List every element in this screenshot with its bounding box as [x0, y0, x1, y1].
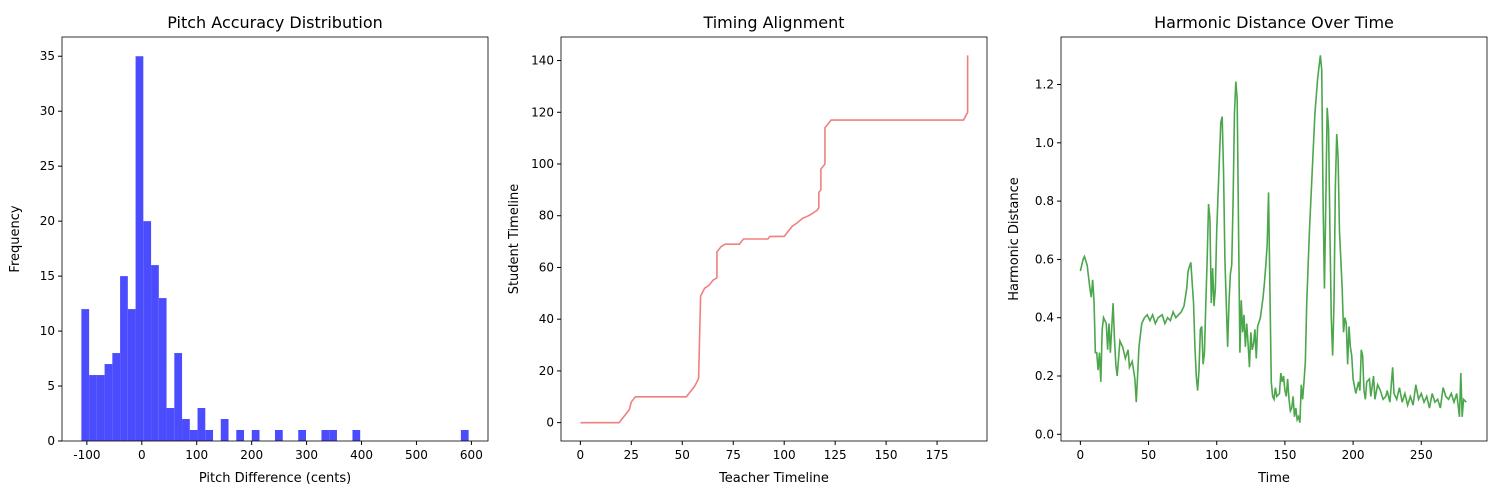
bar [205, 430, 214, 441]
bar [151, 265, 159, 441]
x-axis-label: Teacher Timeline [718, 471, 829, 486]
x-tick-label: 0 [577, 448, 585, 462]
axes-frame [1060, 36, 1488, 442]
y-tick-label: 100 [531, 157, 554, 171]
y-axis-label: Frequency [8, 205, 23, 272]
x-tick-label: 200 [240, 448, 263, 462]
y-tick-label: 25 [40, 159, 55, 173]
x-tick-label: -100 [73, 448, 100, 462]
bar [182, 419, 190, 441]
y-tick-label: 120 [531, 105, 554, 119]
y-tick-label: 80 [539, 209, 554, 223]
x-tick-label: 150 [1273, 448, 1296, 462]
y-tick-label: 0.0 [1035, 427, 1054, 441]
x-tick-label: 0 [1077, 448, 1085, 462]
bar [174, 353, 183, 441]
bar [220, 419, 229, 441]
bar [251, 430, 260, 441]
y-tick-label: 40 [539, 312, 554, 326]
y-tick-label: 10 [40, 324, 55, 338]
y-tick-label: 35 [40, 49, 55, 63]
bar [298, 430, 306, 441]
chart-title: Harmonic Distance Over Time [1154, 13, 1394, 32]
bar [158, 298, 167, 441]
y-tick-label: 15 [40, 269, 55, 283]
bar [96, 375, 105, 441]
bar [143, 221, 152, 441]
x-tick-label: 175 [926, 448, 949, 462]
bar [352, 430, 361, 441]
bar [236, 430, 245, 441]
line [580, 55, 969, 424]
axes-frame [61, 36, 489, 442]
chart-title: Pitch Accuracy Distribution [167, 13, 383, 32]
x-tick-label: 100 [773, 448, 796, 462]
y-tick-label: 20 [40, 214, 55, 228]
x-tick-label: 75 [726, 448, 741, 462]
x-tick-label: 500 [405, 448, 428, 462]
y-tick-label: 0.4 [1035, 311, 1054, 325]
y-tick-label: 1.2 [1035, 78, 1054, 92]
bar [275, 430, 283, 441]
bar [127, 309, 136, 441]
y-axis-label: Student Timeline [507, 184, 522, 295]
y-tick-label: 0.6 [1035, 252, 1054, 266]
y-tick-label: 0.2 [1035, 369, 1054, 383]
y-tick-label: 5 [47, 379, 55, 393]
x-tick-label: 250 [1410, 448, 1433, 462]
bar [135, 56, 144, 441]
bar [189, 430, 198, 441]
bar [104, 364, 113, 441]
x-tick-label: 125 [824, 448, 847, 462]
x-tick-label: 400 [350, 448, 373, 462]
x-axis-label: Time [1257, 471, 1290, 486]
chart-title: Timing Alignment [702, 13, 844, 32]
x-tick-label: 50 [1141, 448, 1156, 462]
x-tick-label: 50 [675, 448, 690, 462]
bar [166, 408, 175, 441]
x-tick-label: 150 [875, 448, 898, 462]
x-axis-label: Pitch Difference (cents) [199, 471, 351, 486]
x-tick-label: 100 [185, 448, 208, 462]
bar [329, 430, 337, 441]
x-tick-label: 300 [295, 448, 318, 462]
bar [112, 353, 121, 441]
y-tick-label: 60 [539, 260, 554, 274]
y-tick-label: 20 [539, 364, 554, 378]
line [1079, 55, 1467, 423]
axes-frame [560, 36, 988, 442]
bar [197, 408, 206, 441]
bar [81, 309, 90, 441]
y-axis-label: Harmonic Distance [1007, 177, 1022, 300]
y-tick-label: 1.0 [1035, 136, 1054, 150]
bar [120, 276, 128, 441]
y-tick-label: 30 [40, 104, 55, 118]
x-tick-label: 25 [624, 448, 639, 462]
y-tick-label: 0 [47, 434, 55, 448]
x-tick-label: 100 [1205, 448, 1228, 462]
x-tick-label: 600 [460, 448, 483, 462]
y-tick-label: 140 [531, 54, 554, 68]
y-tick-label: 0 [546, 416, 554, 430]
bar [321, 430, 330, 441]
bar [89, 375, 97, 441]
y-tick-label: 0.8 [1035, 194, 1054, 208]
bar [460, 430, 469, 441]
x-tick-label: 200 [1342, 448, 1365, 462]
x-tick-label: 0 [138, 448, 146, 462]
